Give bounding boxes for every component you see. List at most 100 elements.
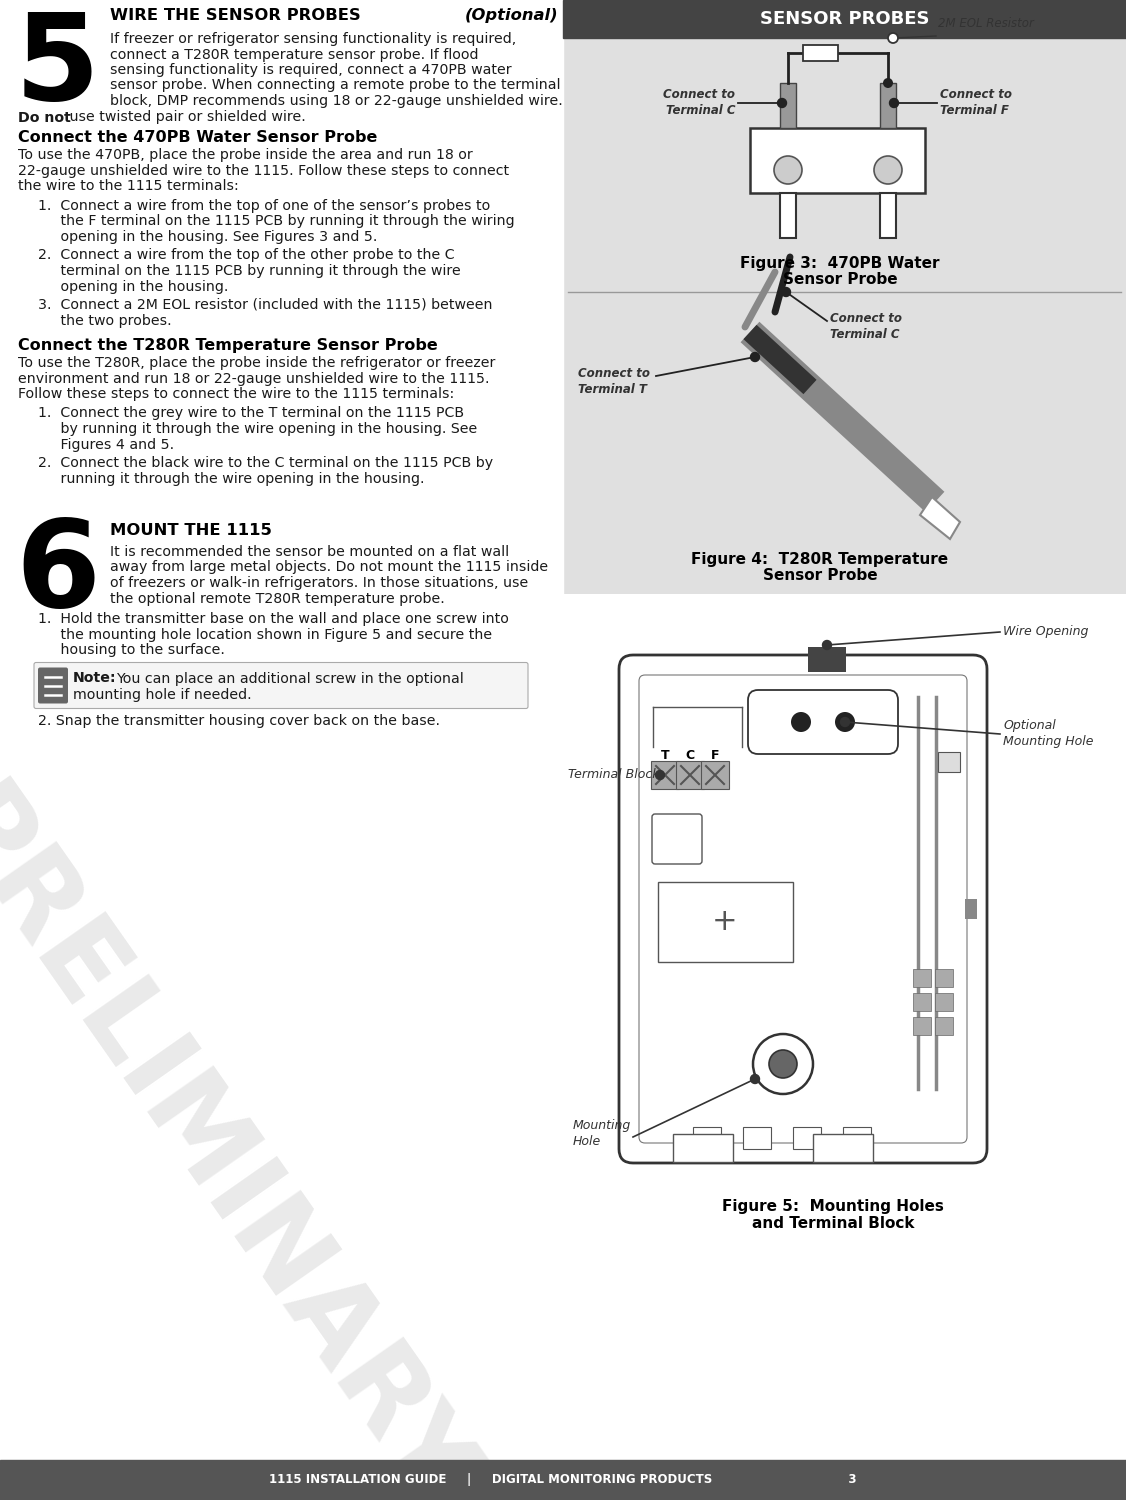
Text: Terminal Block: Terminal Block bbox=[568, 768, 660, 782]
Text: 2M EOL Resistor: 2M EOL Resistor bbox=[938, 16, 1034, 30]
Circle shape bbox=[751, 1074, 760, 1083]
Bar bbox=[692, 1126, 721, 1149]
Circle shape bbox=[655, 771, 664, 780]
Text: sensor probe. When connecting a remote probe to the terminal: sensor probe. When connecting a remote p… bbox=[110, 78, 561, 93]
Bar bbox=[658, 882, 793, 962]
Bar bbox=[935, 993, 953, 1011]
Bar bbox=[913, 993, 931, 1011]
Bar bbox=[881, 82, 896, 128]
Text: 2.  Connect a wire from the top of the other probe to the C: 2. Connect a wire from the top of the ot… bbox=[38, 249, 455, 262]
Bar bbox=[803, 45, 838, 62]
Text: Connect the T280R Temperature Sensor Probe: Connect the T280R Temperature Sensor Pro… bbox=[18, 338, 438, 352]
Circle shape bbox=[753, 1034, 813, 1094]
Circle shape bbox=[883, 78, 893, 88]
Text: MOUNT THE 1115: MOUNT THE 1115 bbox=[110, 524, 271, 538]
Text: housing to the surface.: housing to the surface. bbox=[38, 644, 225, 657]
Text: T: T bbox=[661, 748, 669, 762]
Text: PRELIMINARY: PRELIMINARY bbox=[0, 772, 486, 1500]
Text: connect a T280R temperature sensor probe. If flood: connect a T280R temperature sensor probe… bbox=[110, 48, 479, 62]
Text: You can place an additional screw in the optional: You can place an additional screw in the… bbox=[116, 672, 464, 686]
Bar bbox=[793, 1126, 821, 1149]
Text: WIRE THE SENSOR PROBES: WIRE THE SENSOR PROBES bbox=[110, 8, 366, 22]
Text: block, DMP recommends using 18 or 22‑gauge unshielded wire.: block, DMP recommends using 18 or 22‑gau… bbox=[110, 94, 563, 108]
Text: the mounting hole location shown in Figure 5 and secure the: the mounting hole location shown in Figu… bbox=[38, 627, 492, 642]
Bar bbox=[913, 969, 931, 987]
FancyBboxPatch shape bbox=[652, 815, 701, 864]
Bar bbox=[750, 128, 924, 194]
Text: terminal on the 1115 PCB by running it through the wire: terminal on the 1115 PCB by running it t… bbox=[38, 264, 461, 278]
Text: 1.  Hold the transmitter base on the wall and place one screw into: 1. Hold the transmitter base on the wall… bbox=[38, 612, 509, 626]
Text: opening in the housing. See Figures 3 and 5.: opening in the housing. See Figures 3 an… bbox=[38, 230, 377, 244]
Circle shape bbox=[751, 352, 760, 362]
Text: (Optional): (Optional) bbox=[465, 8, 558, 22]
Bar bbox=[563, 0, 1126, 1460]
Text: If freezer or refrigerator sensing functionality is required,: If freezer or refrigerator sensing funct… bbox=[110, 32, 516, 46]
Text: Connect the 470PB Water Sensor Probe: Connect the 470PB Water Sensor Probe bbox=[18, 130, 377, 146]
Text: To use the T280R, place the probe inside the refrigerator or freezer: To use the T280R, place the probe inside… bbox=[18, 356, 495, 370]
Text: Follow these steps to connect the wire to the 1115 terminals:: Follow these steps to connect the wire t… bbox=[18, 387, 454, 400]
Text: 1115 INSTALLATION GUIDE     |     DIGITAL MONITORING PRODUCTS                   : 1115 INSTALLATION GUIDE | DIGITAL MONITO… bbox=[269, 1473, 857, 1486]
Text: environment and run 18 or 22-gauge unshielded wire to the 1115.: environment and run 18 or 22-gauge unshi… bbox=[18, 372, 490, 386]
Circle shape bbox=[822, 640, 831, 650]
Text: 2. Snap the transmitter housing cover back on the base.: 2. Snap the transmitter housing cover ba… bbox=[38, 714, 440, 729]
Circle shape bbox=[890, 99, 899, 108]
Text: Mounting
Hole: Mounting Hole bbox=[573, 1119, 632, 1148]
Text: Do not: Do not bbox=[18, 111, 71, 125]
FancyBboxPatch shape bbox=[748, 690, 899, 754]
Text: Figure 3:  470PB Water: Figure 3: 470PB Water bbox=[740, 256, 940, 272]
Text: 22-gauge unshielded wire to the 1115. Follow these steps to connect: 22-gauge unshielded wire to the 1115. Fo… bbox=[18, 164, 509, 178]
Text: use twisted pair or shielded wire.: use twisted pair or shielded wire. bbox=[65, 111, 306, 125]
Circle shape bbox=[781, 288, 790, 297]
Text: Figures 4 and 5.: Figures 4 and 5. bbox=[38, 438, 175, 452]
Text: 6: 6 bbox=[15, 514, 100, 632]
Bar bbox=[676, 760, 704, 789]
Text: F: F bbox=[711, 748, 720, 762]
Text: by running it through the wire opening in the housing. See: by running it through the wire opening i… bbox=[38, 422, 477, 436]
FancyBboxPatch shape bbox=[619, 656, 988, 1162]
Bar bbox=[881, 194, 896, 238]
Bar bbox=[780, 194, 796, 238]
Text: Connect to
Terminal C: Connect to Terminal C bbox=[830, 312, 902, 340]
Text: Sensor Probe: Sensor Probe bbox=[762, 568, 877, 584]
Bar bbox=[0, 0, 563, 1500]
Circle shape bbox=[774, 156, 802, 184]
Text: the wire to the 1115 terminals:: the wire to the 1115 terminals: bbox=[18, 180, 239, 194]
Text: Optional
Mounting Hole: Optional Mounting Hole bbox=[1003, 720, 1093, 748]
Text: Figure 5:  Mounting Holes: Figure 5: Mounting Holes bbox=[722, 1198, 944, 1214]
Bar bbox=[0, 1460, 1126, 1500]
Text: the optional remote T280R temperature probe.: the optional remote T280R temperature pr… bbox=[110, 591, 445, 606]
Circle shape bbox=[840, 717, 849, 726]
FancyBboxPatch shape bbox=[38, 668, 68, 704]
Bar bbox=[780, 82, 796, 128]
Bar bbox=[563, 0, 1126, 38]
Text: running it through the wire opening in the housing.: running it through the wire opening in t… bbox=[38, 471, 425, 486]
Bar bbox=[935, 1017, 953, 1035]
Bar bbox=[563, 594, 1126, 1460]
Text: Sensor Probe: Sensor Probe bbox=[783, 272, 897, 286]
Text: opening in the housing.: opening in the housing. bbox=[38, 279, 229, 294]
Text: Wire Opening: Wire Opening bbox=[1003, 626, 1089, 639]
FancyBboxPatch shape bbox=[34, 663, 528, 708]
Text: 3.  Connect a 2M EOL resistor (included with the 1115) between: 3. Connect a 2M EOL resistor (included w… bbox=[38, 298, 492, 312]
Text: Connect to
Terminal F: Connect to Terminal F bbox=[940, 88, 1012, 117]
Text: 2.  Connect the black wire to the C terminal on the 1115 PCB by: 2. Connect the black wire to the C termi… bbox=[38, 456, 493, 470]
Text: the F terminal on the 1115 PCB by running it through the wiring: the F terminal on the 1115 PCB by runnin… bbox=[38, 214, 515, 228]
Circle shape bbox=[777, 99, 786, 108]
Polygon shape bbox=[920, 496, 960, 538]
Text: SENSOR PROBES: SENSOR PROBES bbox=[760, 10, 929, 28]
Bar bbox=[673, 1134, 733, 1162]
Bar bbox=[843, 1126, 872, 1149]
Text: 5: 5 bbox=[15, 8, 100, 124]
Circle shape bbox=[790, 712, 811, 732]
Bar bbox=[935, 969, 953, 987]
Text: the two probes.: the two probes. bbox=[38, 314, 171, 327]
Text: Figure 4:  T280R Temperature: Figure 4: T280R Temperature bbox=[691, 552, 948, 567]
Bar bbox=[938, 752, 960, 772]
Text: sensing functionality is required, connect a 470PB water: sensing functionality is required, conne… bbox=[110, 63, 511, 76]
Circle shape bbox=[835, 712, 855, 732]
Text: To use the 470PB, place the probe inside the area and run 18 or: To use the 470PB, place the probe inside… bbox=[18, 148, 473, 162]
Bar bbox=[743, 1126, 771, 1149]
Text: It is recommended the sensor be mounted on a flat wall: It is recommended the sensor be mounted … bbox=[110, 544, 509, 560]
Text: mounting hole if needed.: mounting hole if needed. bbox=[73, 687, 251, 702]
Circle shape bbox=[874, 156, 902, 184]
